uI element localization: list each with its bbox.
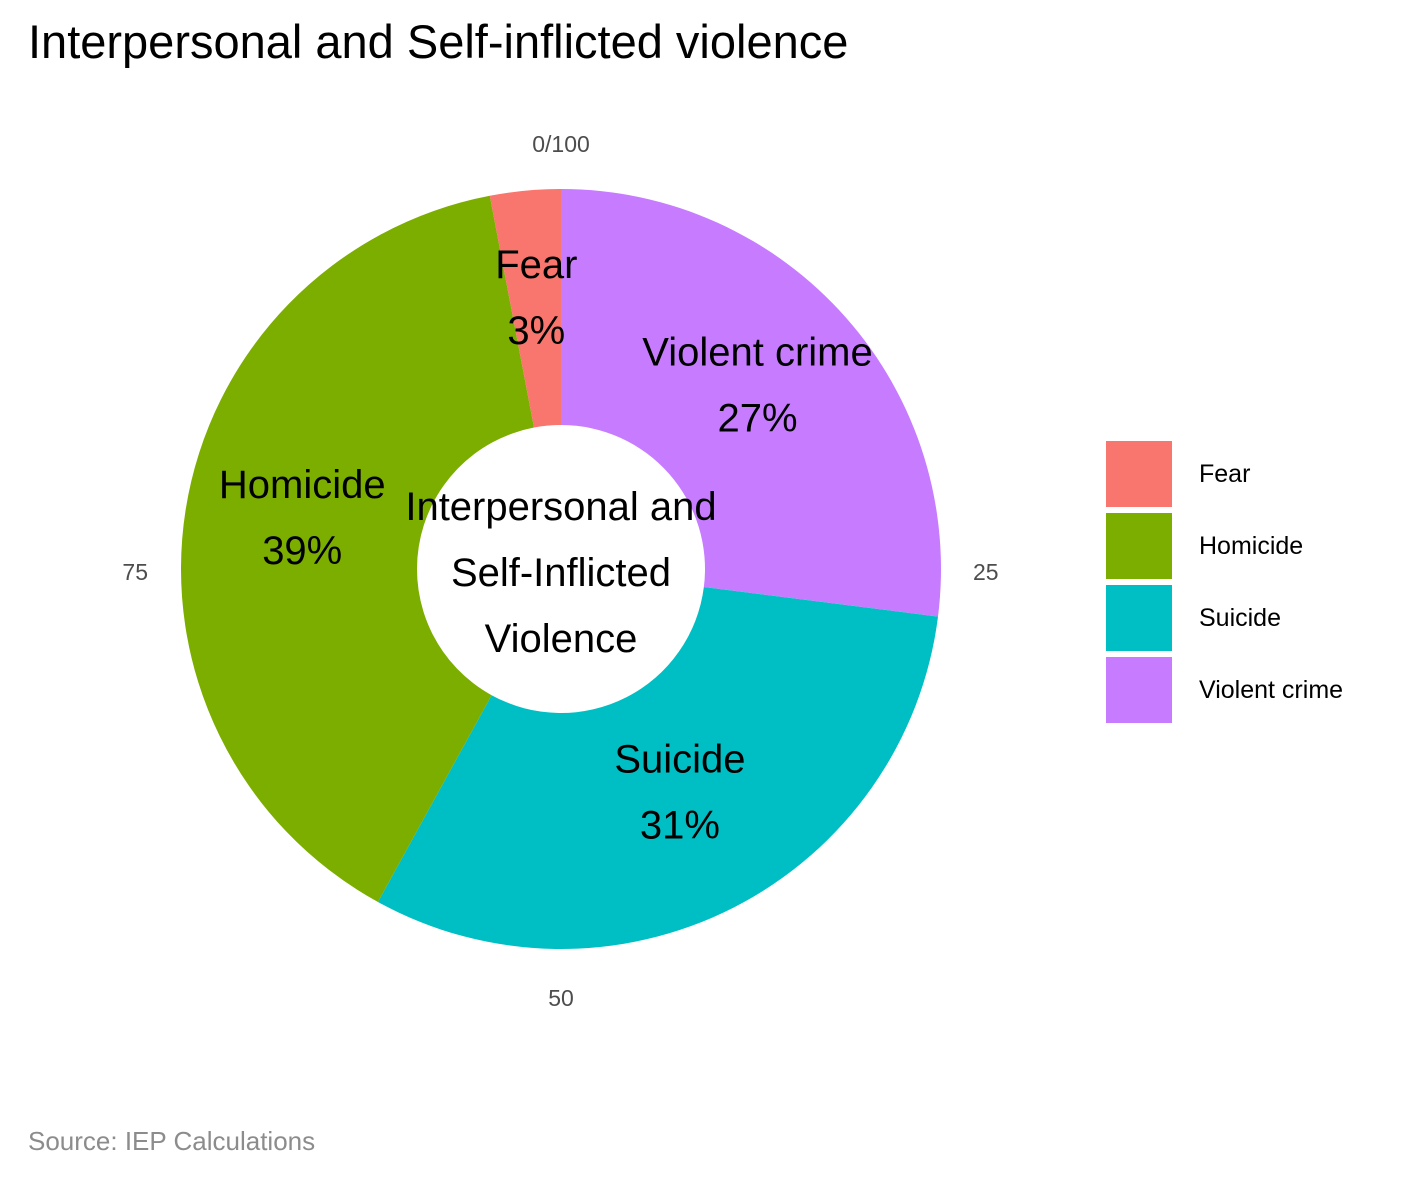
slice-percent-homicide: 39% (262, 529, 342, 573)
angle-tick-0-100: 0/100 (532, 131, 590, 157)
slice-fear (489, 189, 561, 428)
center-label-line: Violence (485, 617, 638, 661)
center-label-group: Interpersonal and Self-Inflicted Violence (405, 485, 716, 661)
legend-key-violent-crime (1106, 657, 1172, 723)
slice-name-suicide: Suicide (614, 737, 745, 781)
center-label-line: Self-Inflicted (451, 551, 671, 595)
slices-group (181, 189, 941, 949)
angle-tick-50: 50 (548, 985, 574, 1011)
legend-key-homicide (1106, 513, 1172, 579)
legend-item-violent-crime: Violent crime (1106, 654, 1343, 726)
slice-labels-group: Violent crime 27% Suicide 31% Homicide 39% Fea… (219, 243, 873, 847)
source-caption: Source: IEP Calculations (28, 1126, 316, 1156)
legend-item-suicide: Suicide (1106, 582, 1343, 654)
angle-tick-75: 75 (122, 559, 148, 585)
angle-ticks-group: 0/100 25 50 75 (122, 131, 998, 1011)
legend-label-homicide: Homicide (1199, 531, 1304, 560)
slice-percent-violent-crime: 27% (717, 397, 797, 441)
legend-key-suicide (1106, 585, 1172, 651)
slice-suicide (377, 587, 939, 949)
slice-percent-fear: 3% (507, 309, 565, 353)
slice-violent-crime (561, 189, 941, 617)
legend-label-suicide: Suicide (1199, 603, 1281, 632)
slice-name-fear: Fear (495, 243, 577, 287)
chart-title: Interpersonal and Self-inflicted violenc… (28, 15, 849, 68)
legend-item-homicide: Homicide (1106, 510, 1343, 582)
legend-label-violent-crime: Violent crime (1199, 675, 1344, 704)
legend-item-fear: Fear (1106, 438, 1343, 510)
slice-percent-suicide: 31% (640, 803, 720, 847)
legend: Fear Homicide Suicide Violent crime (1106, 438, 1343, 726)
angle-tick-25: 25 (973, 559, 999, 585)
slice-homicide (181, 195, 535, 902)
legend-label-fear: Fear (1199, 459, 1251, 488)
legend-key-fear (1106, 441, 1172, 507)
slice-name-violent-crime: Violent crime (642, 331, 872, 375)
slice-name-homicide: Homicide (219, 463, 386, 507)
center-label-line: Interpersonal and (405, 485, 716, 529)
